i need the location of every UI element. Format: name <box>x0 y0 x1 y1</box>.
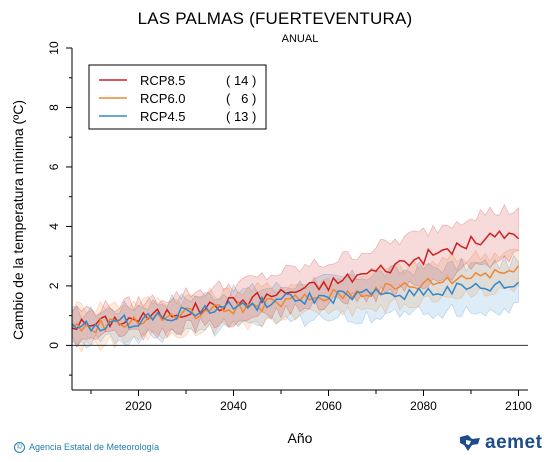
aemet-logo-icon <box>460 435 480 451</box>
series-line-rcp85 <box>71 229 520 331</box>
series-line-rcp60 <box>71 265 520 334</box>
legend-label: RCP4.5 <box>140 109 186 124</box>
y-tick-label: 10 <box>47 41 61 55</box>
y-tick-label: 6 <box>47 163 61 170</box>
legend-count: ( 6 ) <box>226 91 256 106</box>
x-tick-label: 2020 <box>125 399 152 413</box>
y-tick-label: 0 <box>47 342 61 349</box>
legend-count: ( 14 ) <box>226 73 256 88</box>
x-tick-label: 2100 <box>505 399 532 413</box>
aemet-logo[interactable]: aemet <box>458 432 542 454</box>
legend-count: ( 13 ) <box>226 109 256 124</box>
x-tick-label: 2040 <box>220 399 247 413</box>
y-tick-label: 4 <box>47 223 61 230</box>
y-tick-label: 8 <box>47 104 61 111</box>
x-tick-label: 2060 <box>315 399 342 413</box>
x-tick-label: 2080 <box>410 399 437 413</box>
legend-label: RCP6.0 <box>140 91 186 106</box>
series-line-rcp45 <box>71 280 520 333</box>
logo-text: aemet <box>485 432 543 453</box>
y-tick-label: 2 <box>47 282 61 289</box>
legend-label: RCP8.5 <box>140 73 186 88</box>
credit-text: Agencia Estatal de Meteorología <box>29 442 160 452</box>
axes: 0 2 4 6 8 10 2020 2040 2060 2080 2100 <box>47 41 532 413</box>
uncertainty-bands <box>71 203 519 353</box>
legend: RCP8.5 ( 14 ) RCP6.0 ( 6 ) RCP4.5 ( 13 ) <box>88 64 267 130</box>
legend-box <box>88 64 267 130</box>
x-axis-label: Año <box>287 430 313 446</box>
chart-title: LAS PALMAS (FUERTEVENTURA) <box>137 9 413 28</box>
series-lines <box>71 229 520 334</box>
chart-subtitle: ANUAL <box>281 33 319 45</box>
copyright-icon: © <box>14 442 25 454</box>
agency-credit[interactable]: © Agencia Estatal de Meteorología <box>14 442 160 454</box>
